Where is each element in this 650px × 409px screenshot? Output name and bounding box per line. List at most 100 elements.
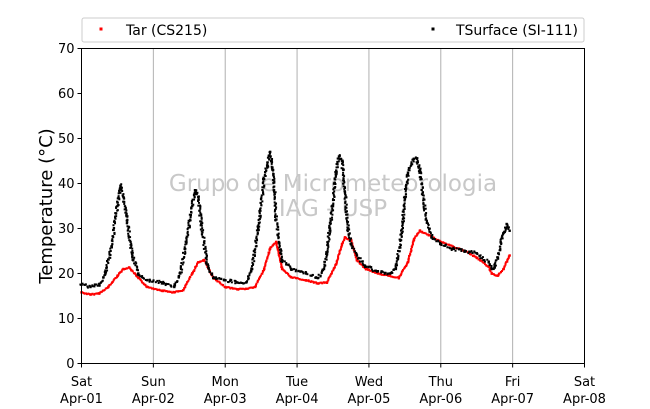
trace-dot [127, 227, 130, 230]
trace-dot [332, 192, 335, 195]
trace-dot [378, 272, 381, 275]
trace-dot [297, 269, 300, 272]
trace-dot [258, 221, 261, 224]
trace-dot [499, 238, 502, 241]
trace-dot [424, 207, 427, 210]
trace-dot [241, 281, 244, 284]
trace-dot [208, 270, 211, 273]
data-point [505, 222, 508, 226]
trace-dot [422, 205, 425, 208]
trace-dot [391, 275, 394, 278]
trace-dot [248, 274, 251, 277]
trace-dot [423, 231, 426, 234]
trace-dot [306, 279, 309, 282]
trace-dot [273, 180, 276, 183]
data-point [451, 245, 454, 248]
data-point [304, 272, 308, 275]
trace-dot [187, 279, 190, 282]
data-point [394, 267, 398, 271]
trace-dot [396, 253, 399, 256]
trace-dot [204, 247, 207, 250]
trace-dot [425, 217, 428, 220]
trace-dot [446, 246, 449, 249]
trace-dot [176, 280, 179, 283]
trace-dot [423, 209, 426, 212]
trace-dot [185, 242, 188, 245]
trace-dot [193, 269, 196, 272]
data-point [235, 288, 239, 291]
trace-dot [343, 185, 346, 188]
trace-dot [353, 250, 356, 253]
data-point [349, 243, 353, 246]
trace-dot [506, 224, 509, 227]
trace-dot [273, 191, 276, 194]
trace-dot [195, 193, 198, 196]
trace-dot [106, 261, 109, 264]
trace-dot [229, 287, 232, 290]
trace-dot [370, 269, 373, 272]
trace-dot [407, 167, 410, 170]
trace-dot [483, 260, 486, 263]
trace-dot [411, 244, 414, 247]
data-point [212, 276, 215, 280]
trace-dot [438, 241, 441, 244]
trace-dot [130, 251, 133, 254]
trace-dot [113, 278, 116, 281]
trace-dot [259, 274, 262, 277]
trace-dot [437, 240, 440, 243]
trace-dot [446, 243, 449, 246]
trace-dot [232, 287, 235, 290]
trace-dot [115, 212, 118, 215]
trace-dot [285, 262, 288, 265]
trace-dot [258, 212, 261, 215]
trace-dot [148, 286, 151, 289]
legend-marker-tar [99, 27, 103, 31]
trace-dot [507, 256, 510, 259]
trace-dot [285, 271, 288, 274]
trace-dot [356, 260, 359, 263]
trace-dot [423, 207, 426, 210]
trace-dot [194, 193, 197, 196]
trace-dot [106, 269, 109, 272]
trace-dot [270, 167, 273, 170]
trace-dot [274, 207, 277, 210]
trace-dot [411, 243, 414, 246]
trace-dot [253, 248, 256, 251]
trace-dot [188, 277, 191, 280]
trace-dot [247, 277, 250, 280]
trace-dot [328, 229, 331, 232]
trace-dot [184, 252, 187, 255]
trace-dot [128, 230, 131, 233]
trace-dot [403, 217, 406, 220]
trace-dot [280, 249, 283, 252]
trace-dot [501, 237, 504, 240]
data-point [179, 272, 182, 275]
data-point [334, 263, 338, 266]
trace-dot [366, 267, 369, 270]
legend: Tar (CS215) TSurface (SI-111) [81, 17, 585, 43]
trace-dot [400, 228, 403, 231]
trace-dot [170, 285, 173, 288]
trace-dot [401, 210, 404, 213]
trace-dot [331, 270, 334, 273]
trace-dot [328, 221, 331, 224]
trace-dot [332, 182, 335, 185]
trace-dot [332, 198, 335, 201]
trace-dot [342, 179, 345, 182]
trace-dot [396, 264, 399, 267]
trace-dot [329, 232, 332, 235]
trace-dot [188, 220, 191, 223]
trace-dot [417, 165, 420, 168]
trace-dot [187, 221, 190, 224]
trace-dot [192, 270, 195, 273]
trace-dot [104, 269, 107, 272]
trace-dot [273, 177, 276, 180]
trace-dot [274, 209, 277, 212]
trace-dot [203, 242, 206, 245]
trace-dot [321, 270, 324, 273]
trace-dot [266, 257, 269, 260]
trace-dot [261, 272, 264, 275]
trace-dot [343, 187, 346, 190]
trace-dot [252, 250, 255, 253]
trace-dot [323, 260, 326, 263]
